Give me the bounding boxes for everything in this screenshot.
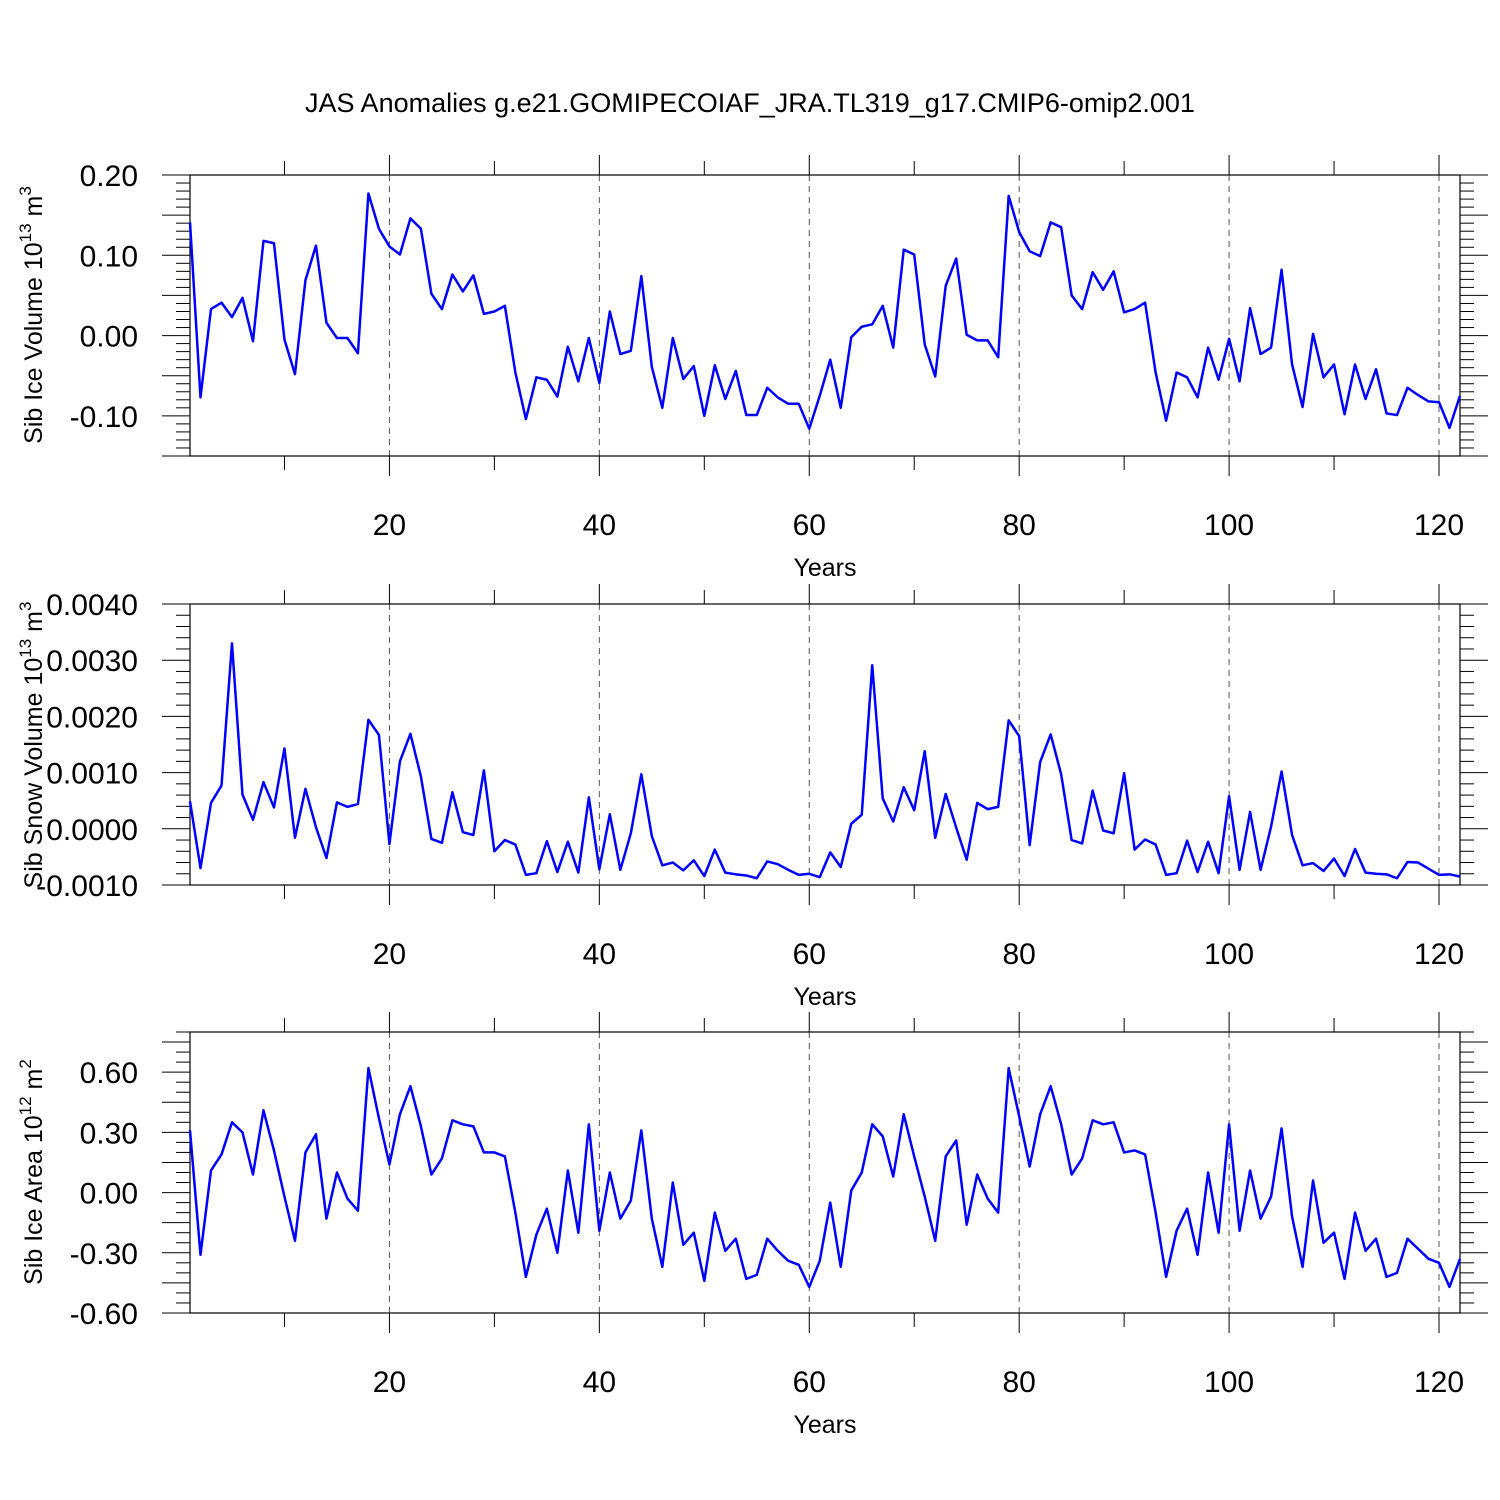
ytick-label: 0.10 xyxy=(80,240,138,273)
ytick-label: -0.10 xyxy=(70,401,138,434)
ytick-label: -0.60 xyxy=(70,1298,138,1331)
x-axis-label: Years xyxy=(793,1411,856,1439)
series-line-area xyxy=(188,1066,1462,1289)
xtick-label-100: 100 xyxy=(1204,1366,1254,1399)
xtick-label-80: 80 xyxy=(1002,509,1035,542)
xtick-label-120: 120 xyxy=(1414,938,1464,971)
series-line-volume xyxy=(188,192,1462,430)
ytick-label: -0.30 xyxy=(70,1238,138,1271)
panel-snow: -0.0010 0.0000 0.0010 0.0020 0.0030 0.0040 20 4… xyxy=(16,584,1488,1011)
ytick-label: 0.0040 xyxy=(46,589,138,622)
xtick-label-40: 40 xyxy=(583,509,616,542)
y-axis-label: Sib Ice Area 1012 m2 xyxy=(16,1059,48,1285)
x-axis-label: Years xyxy=(793,983,856,1011)
chart-title: JAS Anomalies g.e21.GOMIPECOIAF_JRA.TL31… xyxy=(305,88,1195,118)
series-line-snow xyxy=(188,642,1461,880)
xtick-label-60: 60 xyxy=(793,509,826,542)
plot-frame xyxy=(189,174,1461,457)
panel-area: -0.60 -0.30 0.00 0.30 0.60 20 40 60 80 100 120 Year… xyxy=(16,1012,1488,1439)
ytick-label: 0.00 xyxy=(80,1178,138,1211)
xtick-label-20: 20 xyxy=(373,1366,406,1399)
xtick-label-40: 40 xyxy=(583,1366,616,1399)
ytick-label: -0.0010 xyxy=(36,870,138,903)
xtick-label-60: 60 xyxy=(793,938,826,971)
ytick-label: 0.60 xyxy=(80,1057,138,1090)
xtick-label-60: 60 xyxy=(793,1366,826,1399)
ytick-label: 0.20 xyxy=(80,160,138,193)
ytick-label: 0.0000 xyxy=(46,814,138,847)
plot-frame xyxy=(189,603,1461,886)
plot-frame xyxy=(189,1031,1461,1314)
x-axis-label: Years xyxy=(793,554,856,582)
panel-volume: -0.10 0.00 0.10 0.20 20 40 60 80 100 120 Years Sib … xyxy=(16,155,1488,582)
ytick-label: 0.00 xyxy=(80,321,138,354)
xtick-label-20: 20 xyxy=(373,509,406,542)
xtick-label-20: 20 xyxy=(373,938,406,971)
y-axis-label: Sib Snow Volume 1013 m3 xyxy=(16,602,48,889)
ytick-label: 0.0020 xyxy=(46,701,138,734)
ytick-label: 0.0010 xyxy=(46,758,138,791)
xtick-label-100: 100 xyxy=(1204,938,1254,971)
xtick-label-80: 80 xyxy=(1002,938,1035,971)
xtick-label-100: 100 xyxy=(1204,509,1254,542)
y-axis-label: Sib Ice Volume 1013 m3 xyxy=(16,186,48,444)
ytick-label: 0.0030 xyxy=(46,645,138,678)
xtick-label-120: 120 xyxy=(1414,509,1464,542)
xtick-label-80: 80 xyxy=(1002,1366,1035,1399)
xtick-label-120: 120 xyxy=(1414,1366,1464,1399)
xtick-label-40: 40 xyxy=(583,938,616,971)
ytick-label: 0.30 xyxy=(80,1117,138,1150)
